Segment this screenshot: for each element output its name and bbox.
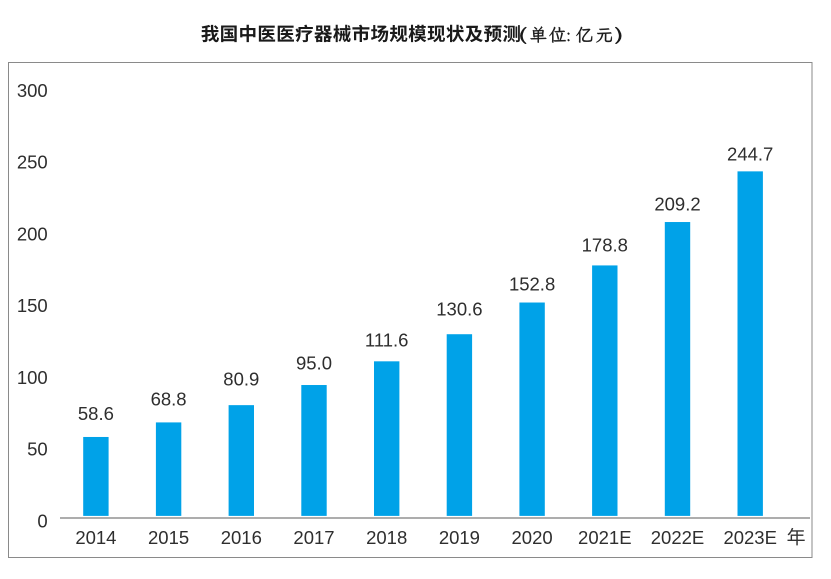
svg-text:244.7: 244.7 — [727, 144, 773, 165]
svg-text:2020: 2020 — [512, 527, 553, 548]
svg-text:152.8: 152.8 — [509, 274, 555, 295]
svg-text:2023E: 2023E — [723, 527, 777, 548]
svg-text:209.2: 209.2 — [654, 193, 700, 214]
svg-text:95.0: 95.0 — [296, 352, 332, 373]
svg-text:50: 50 — [27, 439, 48, 460]
svg-text:2022E: 2022E — [651, 527, 705, 548]
svg-text:111.6: 111.6 — [365, 330, 409, 351]
svg-text:250: 250 — [17, 152, 48, 173]
svg-text:2015: 2015 — [148, 527, 189, 548]
svg-text:58.6: 58.6 — [78, 403, 114, 424]
svg-text:2017: 2017 — [293, 527, 334, 548]
svg-text:2016: 2016 — [221, 527, 262, 548]
svg-text:150: 150 — [17, 295, 48, 316]
svg-text:2019: 2019 — [439, 527, 480, 548]
svg-text:130.6: 130.6 — [436, 299, 482, 320]
svg-text:300: 300 — [17, 80, 48, 101]
svg-text:100: 100 — [17, 367, 48, 388]
svg-text:68.8: 68.8 — [151, 389, 187, 410]
svg-text:0: 0 — [37, 510, 47, 531]
svg-text:2021E: 2021E — [578, 527, 632, 548]
svg-text:80.9: 80.9 — [223, 369, 259, 390]
svg-text:2014: 2014 — [75, 527, 116, 548]
svg-text:178.8: 178.8 — [582, 235, 628, 256]
svg-text:200: 200 — [17, 223, 48, 244]
svg-text:2018: 2018 — [366, 527, 407, 548]
